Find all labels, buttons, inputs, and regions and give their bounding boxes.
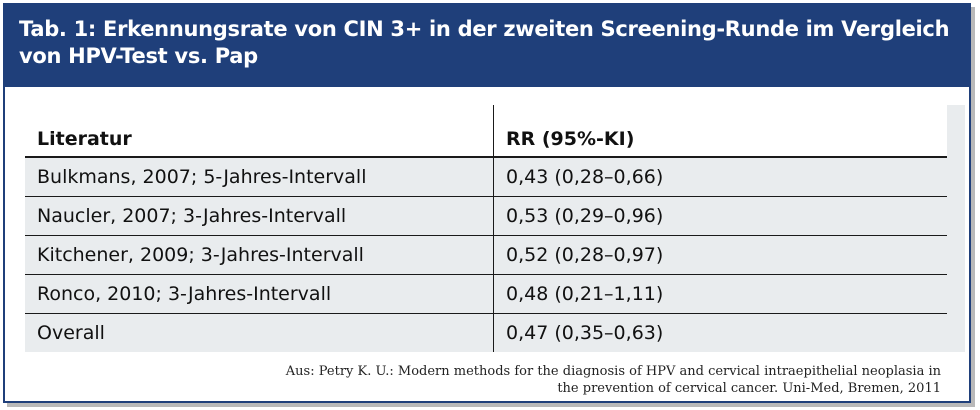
table-frame: Tab. 1: Erkennungsrate von CIN 3+ in der… xyxy=(3,3,971,403)
table-container: Literatur RR (95%-KI) Bulkmans, 2007; 5-… xyxy=(25,105,965,352)
cell-literature: Kitchener, 2009; 3-Jahres-Intervall xyxy=(25,235,494,275)
table-row: Kitchener, 2009; 3-Jahres-Intervall 0,52… xyxy=(25,235,947,275)
table-row: Naucler, 2007; 3-Jahres-Intervall 0,53 (… xyxy=(25,196,947,236)
source-line: the prevention of cervical cancer. Uni-M… xyxy=(557,381,941,396)
cell-literature: Bulkmans, 2007; 5-Jahres-Intervall xyxy=(25,157,494,197)
header-row: Literatur RR (95%-KI) xyxy=(25,105,947,158)
column-header-literature: Literatur xyxy=(25,105,494,158)
cell-literature: Naucler, 2007; 3-Jahres-Intervall xyxy=(25,196,494,236)
cell-literature: Ronco, 2010; 3-Jahres-Intervall xyxy=(25,274,494,314)
table-title: Tab. 1: Erkennungsrate von CIN 3+ in der… xyxy=(5,5,969,87)
cell-rr: 0,48 (0,21–1,11) xyxy=(493,274,947,314)
source-note: Aus: Petry K. U.: Modern methods for the… xyxy=(221,363,941,397)
cell-rr: 0,52 (0,28–0,97) xyxy=(493,235,947,275)
data-table: Literatur RR (95%-KI) Bulkmans, 2007; 5-… xyxy=(25,105,947,352)
table-row: Ronco, 2010; 3-Jahres-Intervall 0,48 (0,… xyxy=(25,274,947,314)
cell-rr: 0,43 (0,28–0,66) xyxy=(493,157,947,197)
cell-rr: 0,47 (0,35–0,63) xyxy=(506,322,664,344)
source-line: Aus: Petry K. U.: Modern methods for the… xyxy=(285,364,941,379)
cell-rr: 0,53 (0,29–0,96) xyxy=(493,196,947,236)
table-row: Overall 0,47 (0,35–0,63) xyxy=(25,313,947,352)
table-row: Bulkmans, 2007; 5-Jahres-Intervall 0,43 … xyxy=(25,157,947,197)
cell-literature: Overall xyxy=(25,313,494,352)
column-header-rr: RR (95%-KI) xyxy=(493,105,947,158)
